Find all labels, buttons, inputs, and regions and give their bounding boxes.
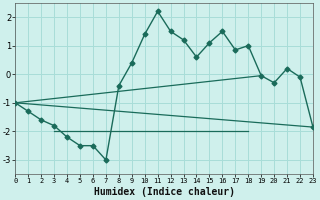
X-axis label: Humidex (Indice chaleur): Humidex (Indice chaleur) [94,187,235,197]
